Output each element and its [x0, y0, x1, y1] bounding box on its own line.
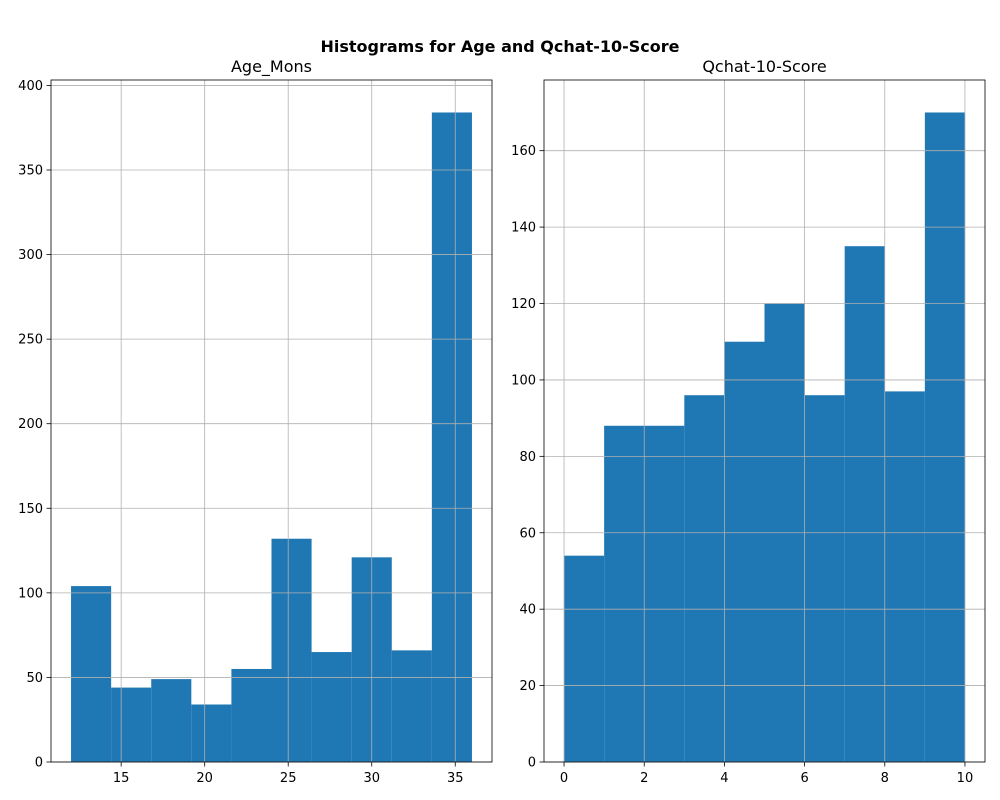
y-tick-label-2: 100 [18, 586, 43, 601]
x-tick-label-1: 20 [196, 771, 213, 786]
x-tick-label-1: 2 [640, 771, 648, 786]
y-tick-label-7: 140 [511, 221, 536, 236]
histogram-bar-3 [684, 395, 725, 762]
y-tick-label-1: 50 [26, 671, 43, 686]
x-tick-label-4: 35 [447, 771, 464, 786]
x-tick-label-2: 25 [280, 771, 297, 786]
histogram-bar-2 [151, 679, 192, 762]
x-tick-label-2: 4 [720, 771, 728, 786]
panel-title: Age_Mons [231, 57, 312, 77]
histogram-bar-9 [924, 112, 965, 762]
y-tick-label-4: 80 [519, 450, 536, 465]
histogram-bar-0 [71, 586, 112, 762]
x-tick-label-0: 0 [560, 771, 568, 786]
x-tick-label-3: 30 [363, 771, 380, 786]
y-tick-label-7: 350 [18, 163, 43, 178]
qchat-score-histogram: 0 2 4 6 8 10020406080100120140160Qchat-10-Sco… [511, 57, 986, 786]
panel-title: Qchat-10-Score [702, 57, 826, 76]
y-tick-label-0: 0 [35, 756, 43, 771]
y-tick-label-3: 150 [18, 502, 43, 517]
histogram-bar-8 [391, 650, 432, 762]
y-tick-label-1: 20 [519, 679, 536, 694]
x-tick-label-0: 15 [113, 771, 130, 786]
histogram-bar-7 [844, 246, 885, 763]
y-tick-label-0: 0 [528, 756, 536, 771]
y-tick-label-6: 300 [18, 248, 43, 263]
histogram-bar-4 [231, 668, 272, 762]
histogram-bar-2 [644, 425, 685, 762]
histogram-bar-6 [804, 395, 845, 762]
histogram-bar-9 [431, 112, 472, 762]
y-tick-label-8: 160 [511, 144, 536, 159]
figure-title: Histograms for Age and Qchat-10-Score [320, 37, 680, 56]
y-tick-label-3: 60 [519, 526, 536, 541]
x-tick-label-5: 10 [957, 771, 974, 786]
axes-frame [50, 79, 493, 763]
histogram-bar-0 [564, 555, 605, 762]
y-tick-label-6: 120 [511, 297, 536, 312]
y-tick-label-5: 100 [511, 373, 536, 388]
histogram-bar-1 [604, 425, 645, 762]
x-tick-label-3: 6 [800, 771, 808, 786]
x-tick-label-4: 8 [881, 771, 889, 786]
y-tick-label-4: 200 [18, 417, 43, 432]
histogram-bar-8 [884, 391, 925, 762]
y-tick-label-8: 400 [18, 79, 43, 94]
age-mons-histogram: 15 20 25 30 35050100150200250300350400Age_Mo… [18, 57, 493, 786]
histogram-bar-5 [271, 538, 312, 762]
y-tick-label-5: 250 [18, 333, 43, 348]
histogram-bar-4 [724, 341, 765, 762]
histogram-bar-6 [311, 652, 352, 762]
axes-frame [543, 79, 986, 763]
histogram-bar-3 [191, 704, 232, 762]
y-tick-label-2: 40 [519, 603, 536, 618]
histogram-bar-1 [111, 687, 152, 762]
